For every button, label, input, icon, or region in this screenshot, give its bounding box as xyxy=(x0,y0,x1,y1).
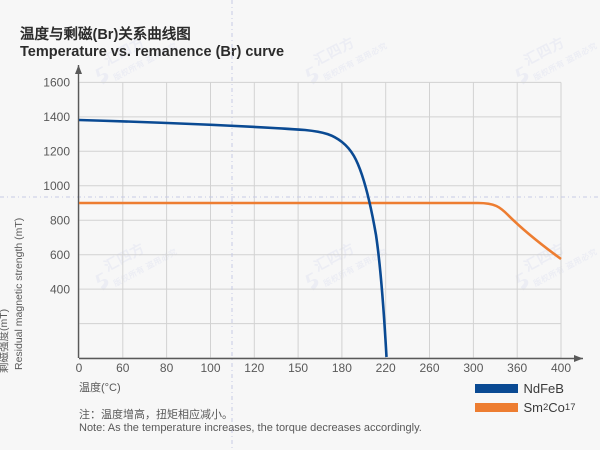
svg-text:800: 800 xyxy=(50,214,70,228)
svg-text:360: 360 xyxy=(507,361,527,375)
svg-text:80: 80 xyxy=(160,361,174,375)
svg-text:600: 600 xyxy=(50,248,70,262)
svg-text:400: 400 xyxy=(551,361,571,375)
svg-text:120: 120 xyxy=(244,361,264,375)
svg-text:1200: 1200 xyxy=(43,145,70,159)
svg-text:300: 300 xyxy=(463,361,483,375)
svg-text:180: 180 xyxy=(332,361,352,375)
svg-text:0: 0 xyxy=(76,361,83,375)
svg-text:1000: 1000 xyxy=(43,179,70,193)
svg-text:60: 60 xyxy=(116,361,130,375)
svg-text:1400: 1400 xyxy=(43,110,70,124)
svg-text:400: 400 xyxy=(50,283,70,297)
svg-text:260: 260 xyxy=(419,361,439,375)
svg-text:150: 150 xyxy=(288,361,308,375)
svg-text:1600: 1600 xyxy=(43,76,70,90)
svg-text:220: 220 xyxy=(376,361,396,375)
svg-text:100: 100 xyxy=(200,361,220,375)
